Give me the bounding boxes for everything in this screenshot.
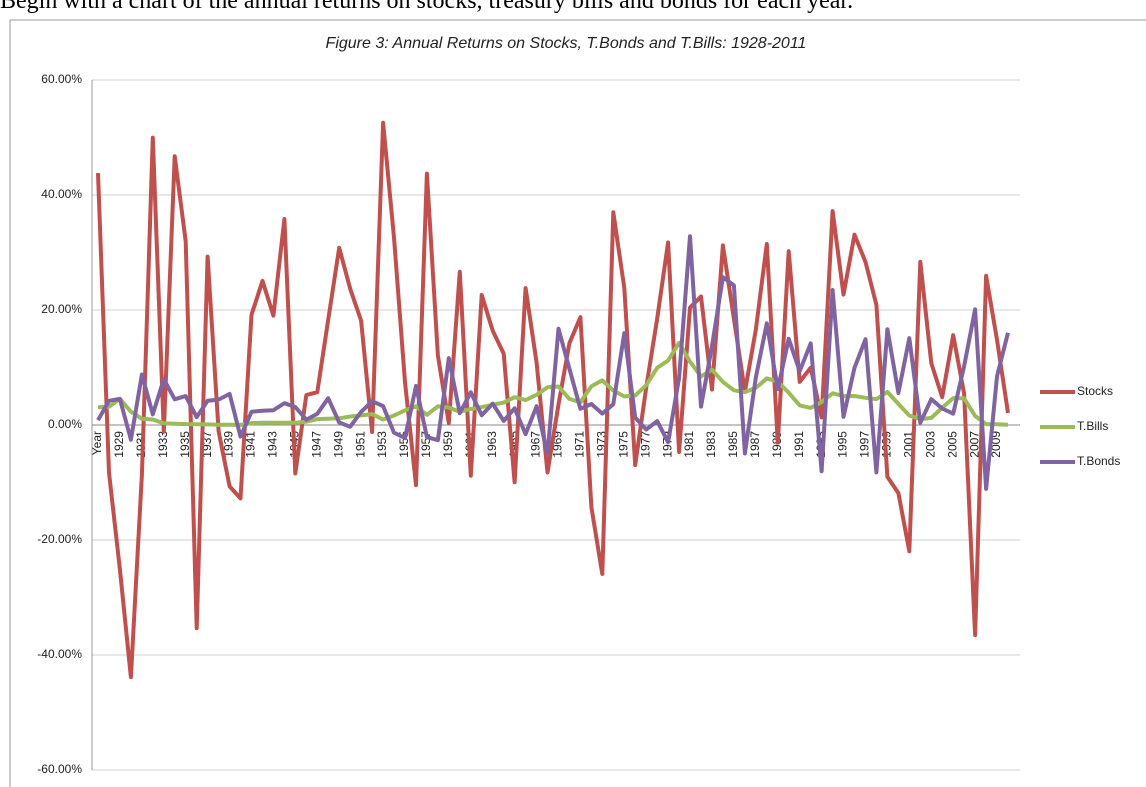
x-tick-label: 1983 <box>704 431 718 458</box>
x-tick-label: 1941 <box>244 431 258 458</box>
x-tick-label: 1933 <box>156 431 170 458</box>
x-tick-label: 1987 <box>748 431 762 458</box>
y-tick-label: 0.00% <box>48 417 82 431</box>
legend-label: Stocks <box>1077 384 1113 398</box>
x-tick-label: 1977 <box>638 431 652 458</box>
x-tick-label: 1991 <box>792 431 806 458</box>
x-tick-label: 1971 <box>573 431 587 458</box>
x-tick-label: Year <box>90 431 104 455</box>
x-tick-label: 1959 <box>441 431 455 458</box>
x-tick-label: 1985 <box>726 431 740 458</box>
y-tick-label: 60.00% <box>41 72 82 86</box>
legend-label: T.Bonds <box>1077 454 1120 468</box>
caption: Begin with a chart of the annual returns… <box>0 0 854 14</box>
x-tick-label: 1995 <box>836 431 850 458</box>
x-tick-label: 1953 <box>375 431 389 458</box>
x-tick-label: 1929 <box>112 431 126 458</box>
series-line <box>96 234 1010 491</box>
x-tick-label: 1947 <box>309 431 323 458</box>
y-tick-label: -20.00% <box>37 532 82 546</box>
x-tick-label: 2003 <box>923 431 937 458</box>
x-tick-label: 1981 <box>682 431 696 458</box>
x-tick-label: 1997 <box>858 431 872 458</box>
x-tick-label: 1951 <box>353 431 367 458</box>
x-tick-label: 1935 <box>178 431 192 458</box>
y-tick-label: -40.00% <box>37 647 82 661</box>
x-tick-label: 1967 <box>529 431 543 458</box>
x-tick-label: 2007 <box>967 431 981 458</box>
y-tick-label: 20.00% <box>41 302 82 316</box>
x-tick-label: 1975 <box>616 431 630 458</box>
x-tick-label: 2005 <box>945 431 959 458</box>
y-tick-label: 40.00% <box>41 187 82 201</box>
x-tick-label: 1963 <box>485 431 499 458</box>
y-tick-label: -60.00% <box>37 762 82 776</box>
chart-title: Figure 3: Annual Returns on Stocks, T.Bo… <box>326 35 807 52</box>
legend-label: T.Bills <box>1077 419 1108 433</box>
x-tick-label: 1939 <box>222 431 236 458</box>
x-tick-label: 1943 <box>266 431 280 458</box>
x-tick-label: 1949 <box>331 431 345 458</box>
series-line <box>96 120 1010 680</box>
